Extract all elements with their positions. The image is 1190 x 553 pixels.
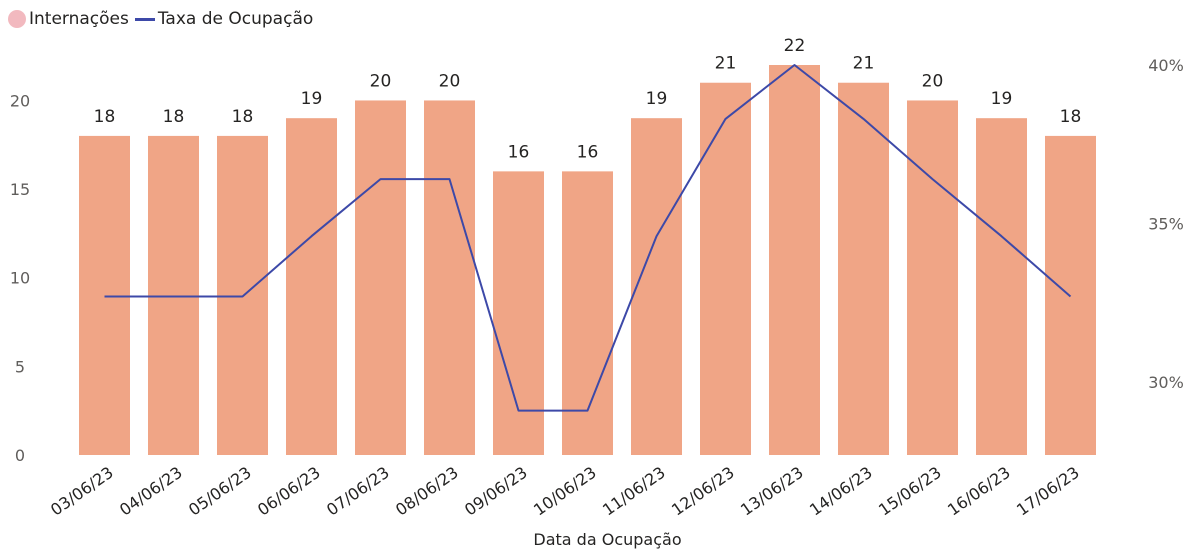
- bar-internacoes: [148, 135, 199, 455]
- y2-tick-label: 35%: [1148, 215, 1184, 234]
- x-tick-label: 10/06/23: [530, 463, 600, 520]
- y-tick-label: 0: [15, 446, 25, 465]
- chart-legend: Internações Taxa de Ocupação: [8, 9, 313, 29]
- x-tick-label: 04/06/23: [116, 463, 186, 520]
- bar-data-label: 20: [922, 71, 944, 91]
- bar-internacoes: [562, 171, 613, 455]
- bar-data-label: 18: [232, 107, 254, 127]
- x-tick-label: 15/06/23: [875, 463, 945, 520]
- legend-swatch-taxa-ocupacao: [134, 17, 155, 21]
- x-tick-label: 05/06/23: [185, 463, 255, 520]
- x-tick-label: 08/06/23: [392, 463, 462, 520]
- y-tick-label: 20: [10, 91, 30, 110]
- y-tick-label: 5: [15, 357, 25, 376]
- bar-data-label: 18: [1060, 107, 1082, 127]
- bar-internacoes: [355, 100, 406, 456]
- x-tick-label: 07/06/23: [323, 463, 393, 520]
- y2-tick-label: 40%: [1148, 56, 1184, 75]
- y2-tick-label: 30%: [1148, 373, 1184, 392]
- bar-internacoes: [907, 100, 958, 456]
- x-tick-label: 14/06/23: [806, 463, 876, 520]
- bar-data-label: 16: [577, 142, 599, 162]
- y-tick-label: 10: [10, 269, 30, 288]
- bar-data-label: 19: [646, 89, 668, 109]
- bar-data-label: 22: [784, 36, 806, 56]
- bar-data-label: 16: [508, 142, 530, 162]
- legend-label-internacoes: Internações: [29, 9, 129, 29]
- bar-data-label: 19: [301, 89, 323, 109]
- x-tick-label: 11/06/23: [599, 463, 669, 520]
- x-tick-label: 12/06/23: [668, 463, 738, 520]
- bar-data-label: 21: [715, 54, 737, 74]
- bar-internacoes: [700, 82, 751, 456]
- bar-internacoes: [838, 82, 889, 456]
- x-tick-label: 03/06/23: [47, 463, 117, 520]
- x-tick-label: 17/06/23: [1013, 463, 1083, 520]
- bar-data-label: 19: [991, 89, 1013, 109]
- legend-item-internacoes[interactable]: Internações: [8, 9, 129, 29]
- legend-item-taxa-ocupacao[interactable]: Taxa de Ocupação: [134, 9, 314, 29]
- bar-internacoes: [286, 118, 337, 455]
- legend-label-taxa-ocupacao: Taxa de Ocupação: [157, 9, 314, 29]
- bar-data-label: 20: [439, 71, 461, 91]
- x-tick-label: 06/06/23: [254, 463, 324, 520]
- x-tick-label: 09/06/23: [461, 463, 531, 520]
- bar-data-label: 21: [853, 54, 875, 74]
- legend-swatch-internacoes: [8, 10, 26, 28]
- bar-data-label: 20: [370, 71, 392, 91]
- bar-internacoes: [79, 135, 130, 455]
- bar-data-label: 18: [163, 107, 185, 127]
- x-axis-title: Data da Ocupação: [533, 530, 681, 549]
- bar-internacoes: [493, 171, 544, 455]
- y-tick-label: 15: [10, 180, 30, 199]
- line-taxa-ocupacao: [104, 64, 1072, 412]
- x-tick-label: 16/06/23: [944, 463, 1014, 520]
- bar-data-label: 18: [94, 107, 116, 127]
- bar-internacoes: [424, 100, 475, 456]
- bar-internacoes: [631, 118, 682, 455]
- bar-internacoes: [976, 118, 1027, 455]
- x-tick-label: 13/06/23: [737, 463, 807, 520]
- bar-internacoes: [769, 65, 820, 455]
